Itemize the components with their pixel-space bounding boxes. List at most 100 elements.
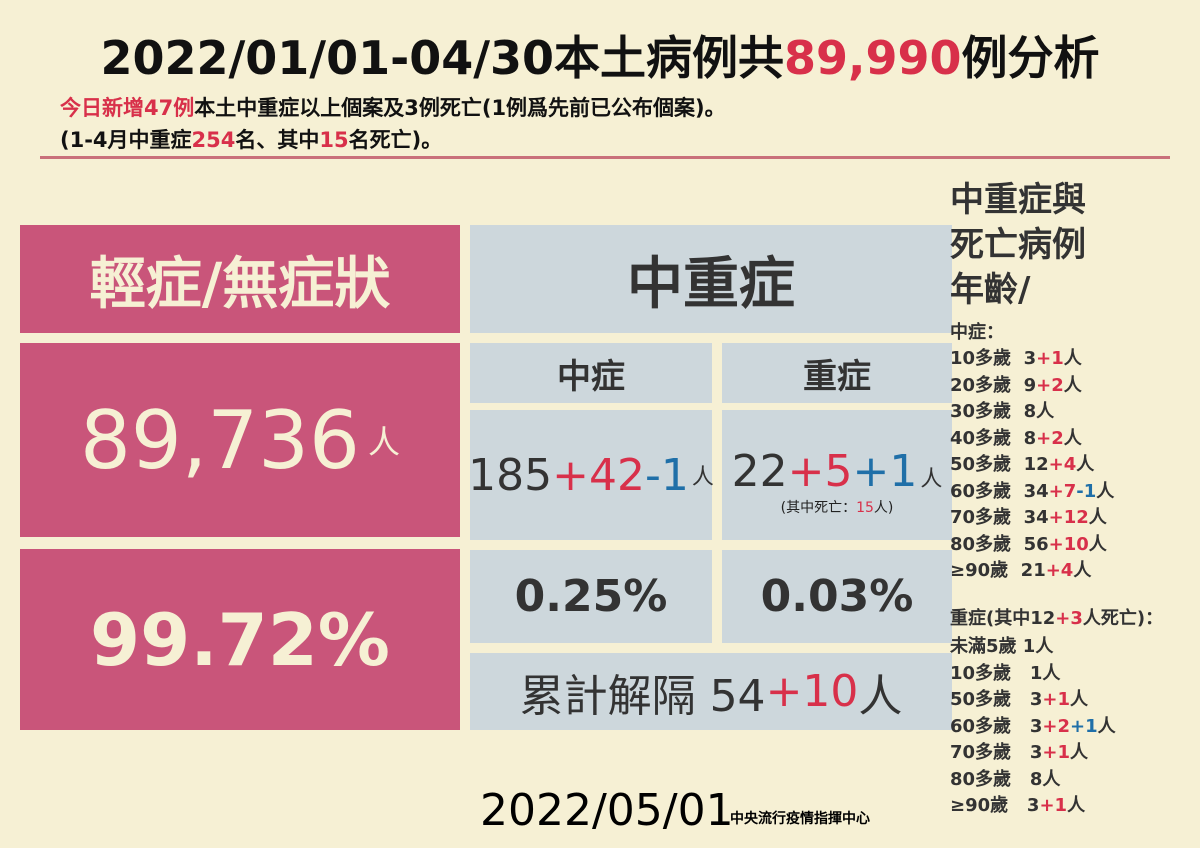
subtitle-line: 今日新增47例本土中重症以上個案及3例死亡(1例爲先前已公布個案)。 bbox=[60, 92, 726, 122]
text-segment: 人 bbox=[1063, 374, 1082, 396]
text-segment: +10 bbox=[765, 666, 859, 717]
text-segment: +1 bbox=[1042, 742, 1070, 763]
text-segment: (1-4月中重症 bbox=[60, 128, 192, 152]
text-segment: +3 bbox=[1055, 608, 1083, 629]
released: 累計解隔 54 +10 人 bbox=[470, 653, 952, 730]
text-segment: 80多歲 8人 bbox=[950, 768, 1061, 790]
text-segment: +4 bbox=[1048, 454, 1077, 475]
text-segment: 185 bbox=[468, 449, 553, 501]
text-segment: 22 bbox=[731, 445, 788, 497]
age-row: 60多歲 3+2+1人 bbox=[950, 712, 1116, 738]
text-segment: 60多歲 34 bbox=[950, 480, 1049, 502]
text-segment: 人 bbox=[1073, 560, 1092, 581]
text-segment: 2022/01/01-04/30本土病例共 bbox=[100, 31, 785, 85]
mild-count-box: 89,736 人 bbox=[20, 343, 460, 537]
text-segment: +7 bbox=[1048, 480, 1077, 502]
text-segment: 人 bbox=[1096, 480, 1115, 502]
text-segment: 重症(其中12 bbox=[950, 608, 1056, 629]
age-row: 60多歲 34+7-1人 bbox=[950, 477, 1114, 503]
mild-count: 89,736 bbox=[80, 393, 360, 487]
text-segment: +2 bbox=[1036, 374, 1064, 396]
severe-note: (其中死亡：15人) bbox=[781, 497, 894, 517]
age-row: 70多歲 3+1人 bbox=[950, 738, 1088, 764]
text-segment: 名、其中 bbox=[235, 128, 320, 152]
divider bbox=[40, 156, 1170, 159]
text-segment: ≥90歲 3 bbox=[950, 795, 1040, 816]
text-segment: 未滿5歲 1人 bbox=[950, 636, 1054, 657]
side-heading: 中症： bbox=[950, 322, 1004, 343]
moderate-label: 中症 bbox=[470, 343, 712, 403]
age-row: 50多歲 12+4人 bbox=[950, 450, 1094, 476]
unit: 人 bbox=[920, 466, 943, 492]
text-segment: 50多歲 3 bbox=[950, 689, 1043, 710]
text-segment: 10多歲 1人 bbox=[950, 662, 1061, 684]
text-segment: 89,990 bbox=[784, 31, 962, 85]
text-segment: +42 bbox=[552, 449, 645, 501]
unit: 人 bbox=[367, 423, 400, 461]
text-segment: 80多歲 56 bbox=[950, 533, 1049, 555]
text-segment: 70多歲 3 bbox=[950, 742, 1043, 763]
text-segment: -1 bbox=[1076, 480, 1097, 502]
org: 中央流行疫情指揮中心 bbox=[730, 811, 870, 827]
age-row: 70多歲 34+12人 bbox=[950, 503, 1107, 529]
text-segment: 累計解隔 54 bbox=[519, 670, 766, 722]
text-segment: +12 bbox=[1048, 507, 1089, 528]
text-segment: 人 bbox=[1063, 348, 1082, 369]
severe-label: 重症 bbox=[722, 343, 952, 403]
unit: 人 bbox=[691, 465, 714, 490]
text-segment: -1 bbox=[644, 449, 689, 501]
text-segment: +1 bbox=[1036, 348, 1064, 369]
text-segment: 人 bbox=[1069, 742, 1088, 763]
text-segment: 人 bbox=[1076, 454, 1095, 475]
text-segment: 15 bbox=[319, 128, 349, 152]
text-segment: 今日新增47例 bbox=[60, 96, 195, 120]
text-segment: (其中死亡： bbox=[780, 499, 857, 516]
text-segment: 40多歲 8 bbox=[950, 427, 1037, 449]
age-row: 80多歲 8人 bbox=[950, 765, 1060, 791]
text-segment: 254 bbox=[191, 128, 236, 152]
text-segment: 人死亡)： bbox=[1082, 608, 1164, 629]
age-row: 10多歲 1人 bbox=[950, 659, 1060, 685]
text-segment: +1 bbox=[1039, 795, 1068, 816]
subtitle-line: (1-4月中重症254名、其中15名死亡)。 bbox=[60, 124, 442, 154]
side-title: 死亡病例 bbox=[950, 225, 1086, 265]
text-segment: +1 bbox=[1042, 689, 1070, 710]
text-segment: +10 bbox=[1048, 533, 1089, 555]
moderate-count-box: 185+42-1 人 bbox=[468, 410, 714, 540]
text-segment: +5 bbox=[787, 445, 853, 497]
age-row: ≥90歲 3+1人 bbox=[950, 791, 1085, 817]
age-row: 80多歲 56+10人 bbox=[950, 530, 1107, 556]
age-row: 40多歲 8+2人 bbox=[950, 424, 1082, 450]
text-segment: 60多歲 3 bbox=[950, 715, 1043, 737]
mild-percent: 99.72% bbox=[20, 549, 460, 730]
age-row: 20多歲 9+2人 bbox=[950, 371, 1082, 397]
text-segment: 30多歲 8人 bbox=[950, 401, 1055, 422]
text-segment: 人 bbox=[858, 670, 903, 722]
text-segment: 人 bbox=[1063, 427, 1082, 449]
side-heading: 重症(其中12+3人死亡)： bbox=[950, 604, 1163, 630]
text-segment: 人 bbox=[1097, 715, 1116, 737]
age-row: 50多歲 3+1人 bbox=[950, 685, 1088, 711]
text-segment: +1 bbox=[1069, 715, 1098, 737]
text-segment: ≥90歲 21 bbox=[950, 560, 1046, 581]
text-segment: 人 bbox=[1088, 507, 1107, 528]
text-segment: +2 bbox=[1036, 427, 1064, 449]
age-row: 未滿5歲 1人 bbox=[950, 632, 1053, 658]
text-segment: 人 bbox=[1067, 795, 1086, 816]
text-segment: 本土中重症以上個案及3例死亡(1例爲先前已公布個案)。 bbox=[194, 96, 726, 120]
age-row: 30多歲 8人 bbox=[950, 397, 1054, 423]
severe-count: 22+5+1 bbox=[732, 446, 918, 497]
text-segment: 15 bbox=[856, 499, 874, 516]
text-segment: 人 bbox=[1088, 533, 1107, 555]
text-segment: +1 bbox=[852, 445, 918, 497]
text-segment: 人) bbox=[873, 499, 894, 516]
age-row: 10多歲 3+1人 bbox=[950, 344, 1082, 370]
age-row: ≥90歲 21+4人 bbox=[950, 556, 1091, 582]
text-segment: 70多歲 34 bbox=[950, 507, 1049, 528]
severe-heading: 中重症 bbox=[470, 225, 952, 333]
text-segment: +2 bbox=[1042, 715, 1070, 737]
text-segment: 20多歲 9 bbox=[950, 374, 1037, 396]
severe-percent: 0.03% bbox=[722, 550, 952, 643]
text-segment: +4 bbox=[1045, 560, 1074, 581]
